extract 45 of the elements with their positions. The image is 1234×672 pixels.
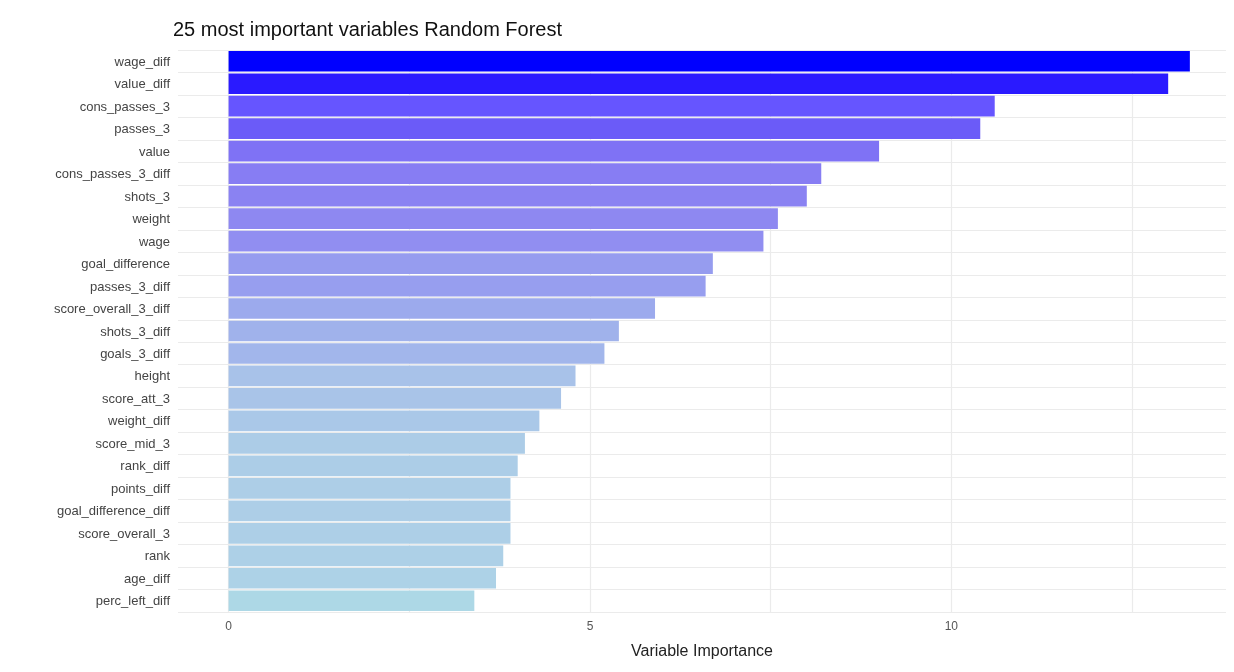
y-tick-label: value (138, 143, 170, 159)
y-tick-label: weight_diff (107, 413, 171, 429)
bar (228, 230, 764, 252)
y-tick-label: wage (137, 233, 170, 249)
y-tick-label: weight (131, 211, 171, 227)
x-axis-title: Variable Importance (631, 641, 774, 659)
bar (228, 320, 619, 342)
bar (228, 298, 656, 319)
y-tick-label: points_diff (110, 480, 171, 496)
y-tick-label: goal_difference_diff (56, 503, 171, 519)
y-tick-label: score_mid_3 (95, 435, 170, 451)
y-tick-label: age_diff (123, 570, 171, 586)
bar (228, 433, 525, 454)
y-tick-label: passes_3_diff (90, 278, 171, 294)
y-tick-label: goals_3_diff (100, 345, 171, 361)
bar (228, 410, 540, 432)
y-tick-label: perc_left_diff (95, 593, 171, 609)
x-tick-label: 0 (225, 619, 233, 633)
y-tick-label: wage_diff (113, 53, 171, 69)
y-tick-label: cons_passes_3 (79, 98, 170, 114)
y-tick-label: score_overall_3 (78, 525, 170, 541)
y-tick-label: passes_3 (114, 121, 170, 137)
bar (228, 275, 706, 297)
y-tick-label: rank_diff (120, 458, 171, 474)
y-tick-label: score_att_3 (102, 390, 170, 406)
y-tick-label: shots_3_diff (100, 323, 171, 339)
y-tick-label: score_overall_3_diff (53, 301, 171, 317)
y-tick-label: height (134, 368, 171, 384)
chart-title: 25 most important variables Random Forest (173, 18, 563, 40)
y-tick-label: goal_difference (81, 256, 170, 272)
y-tick-label: rank (144, 548, 171, 564)
bar (228, 73, 1169, 95)
x-tick-label: 5 (586, 619, 594, 633)
y-tick-label: shots_3 (124, 188, 170, 204)
bar (228, 50, 1190, 72)
bar (228, 343, 605, 364)
y-tick-label: value_diff (114, 76, 171, 92)
bar (228, 253, 713, 274)
bar (228, 365, 576, 387)
bar (228, 455, 518, 477)
bar (228, 185, 807, 207)
y-tick-label: cons_passes_3_diff (55, 166, 171, 182)
x-tick-label: 10 (944, 619, 959, 633)
bar (228, 208, 778, 229)
bar (228, 388, 562, 409)
